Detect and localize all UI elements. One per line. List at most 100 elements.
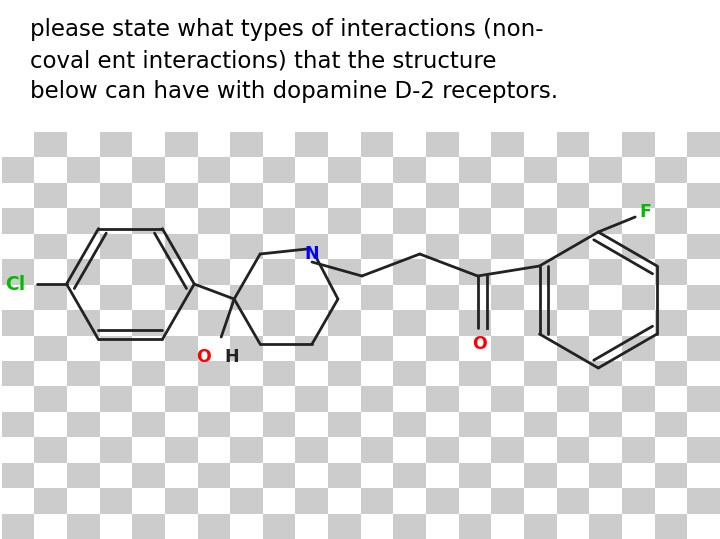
Bar [557, 310, 590, 335]
Bar [35, 209, 67, 234]
Bar [99, 412, 132, 437]
Bar [263, 157, 295, 183]
Bar [361, 462, 393, 488]
Bar [688, 209, 720, 234]
Bar [263, 386, 295, 412]
Bar [590, 488, 622, 514]
Bar [492, 335, 524, 361]
Bar [35, 462, 67, 488]
Bar [328, 157, 361, 183]
Bar [688, 514, 720, 539]
Bar [67, 259, 99, 285]
Bar [99, 514, 132, 539]
Bar [1, 310, 35, 335]
Bar [557, 259, 590, 285]
Bar [393, 361, 426, 386]
Bar [1, 132, 35, 157]
Bar [99, 259, 132, 285]
Bar [295, 386, 328, 412]
Bar [622, 285, 654, 310]
Bar [361, 132, 393, 157]
Bar [688, 183, 720, 209]
Bar [654, 514, 688, 539]
Bar [197, 183, 230, 209]
Bar [654, 285, 688, 310]
Bar [132, 209, 165, 234]
Bar [459, 132, 492, 157]
Bar [1, 335, 35, 361]
Bar [557, 335, 590, 361]
Bar [99, 335, 132, 361]
Bar [67, 310, 99, 335]
Bar [132, 361, 165, 386]
Bar [1, 437, 35, 462]
Bar [557, 183, 590, 209]
Bar [654, 209, 688, 234]
Bar [557, 412, 590, 437]
Bar [361, 488, 393, 514]
Bar [67, 209, 99, 234]
Bar [688, 310, 720, 335]
Bar [688, 437, 720, 462]
Bar [230, 514, 263, 539]
Bar [393, 209, 426, 234]
Bar [524, 285, 557, 310]
Bar [328, 310, 361, 335]
Bar [688, 412, 720, 437]
Bar [35, 488, 67, 514]
Bar [492, 285, 524, 310]
Bar [132, 488, 165, 514]
Bar [197, 335, 230, 361]
Bar [688, 335, 720, 361]
Bar [426, 157, 459, 183]
Bar [557, 462, 590, 488]
Bar [230, 157, 263, 183]
Bar [590, 386, 622, 412]
Bar [165, 361, 197, 386]
Bar [197, 488, 230, 514]
Bar [622, 209, 654, 234]
Bar [99, 386, 132, 412]
Bar [263, 462, 295, 488]
Bar [230, 386, 263, 412]
Bar [590, 361, 622, 386]
Bar [393, 462, 426, 488]
Bar [1, 488, 35, 514]
Bar [622, 234, 654, 259]
Bar [361, 157, 393, 183]
Bar [1, 361, 35, 386]
Bar [492, 310, 524, 335]
Bar [132, 183, 165, 209]
Bar [295, 488, 328, 514]
Bar [622, 259, 654, 285]
Bar [35, 259, 67, 285]
Bar [524, 234, 557, 259]
Bar [459, 285, 492, 310]
Bar [230, 361, 263, 386]
Bar [654, 234, 688, 259]
Bar [132, 335, 165, 361]
Bar [361, 259, 393, 285]
Bar [393, 234, 426, 259]
Bar [165, 488, 197, 514]
Bar [590, 234, 622, 259]
Bar [654, 386, 688, 412]
Bar [459, 361, 492, 386]
Bar [132, 234, 165, 259]
Bar [328, 462, 361, 488]
Text: Cl: Cl [5, 274, 26, 294]
Bar [328, 209, 361, 234]
Bar [492, 209, 524, 234]
Bar [1, 209, 35, 234]
Bar [1, 386, 35, 412]
Bar [1, 183, 35, 209]
Bar [1, 157, 35, 183]
Bar [295, 209, 328, 234]
Bar [99, 132, 132, 157]
Bar [393, 335, 426, 361]
Bar [622, 132, 654, 157]
Bar [622, 183, 654, 209]
Bar [393, 259, 426, 285]
Bar [459, 234, 492, 259]
Bar [590, 132, 622, 157]
